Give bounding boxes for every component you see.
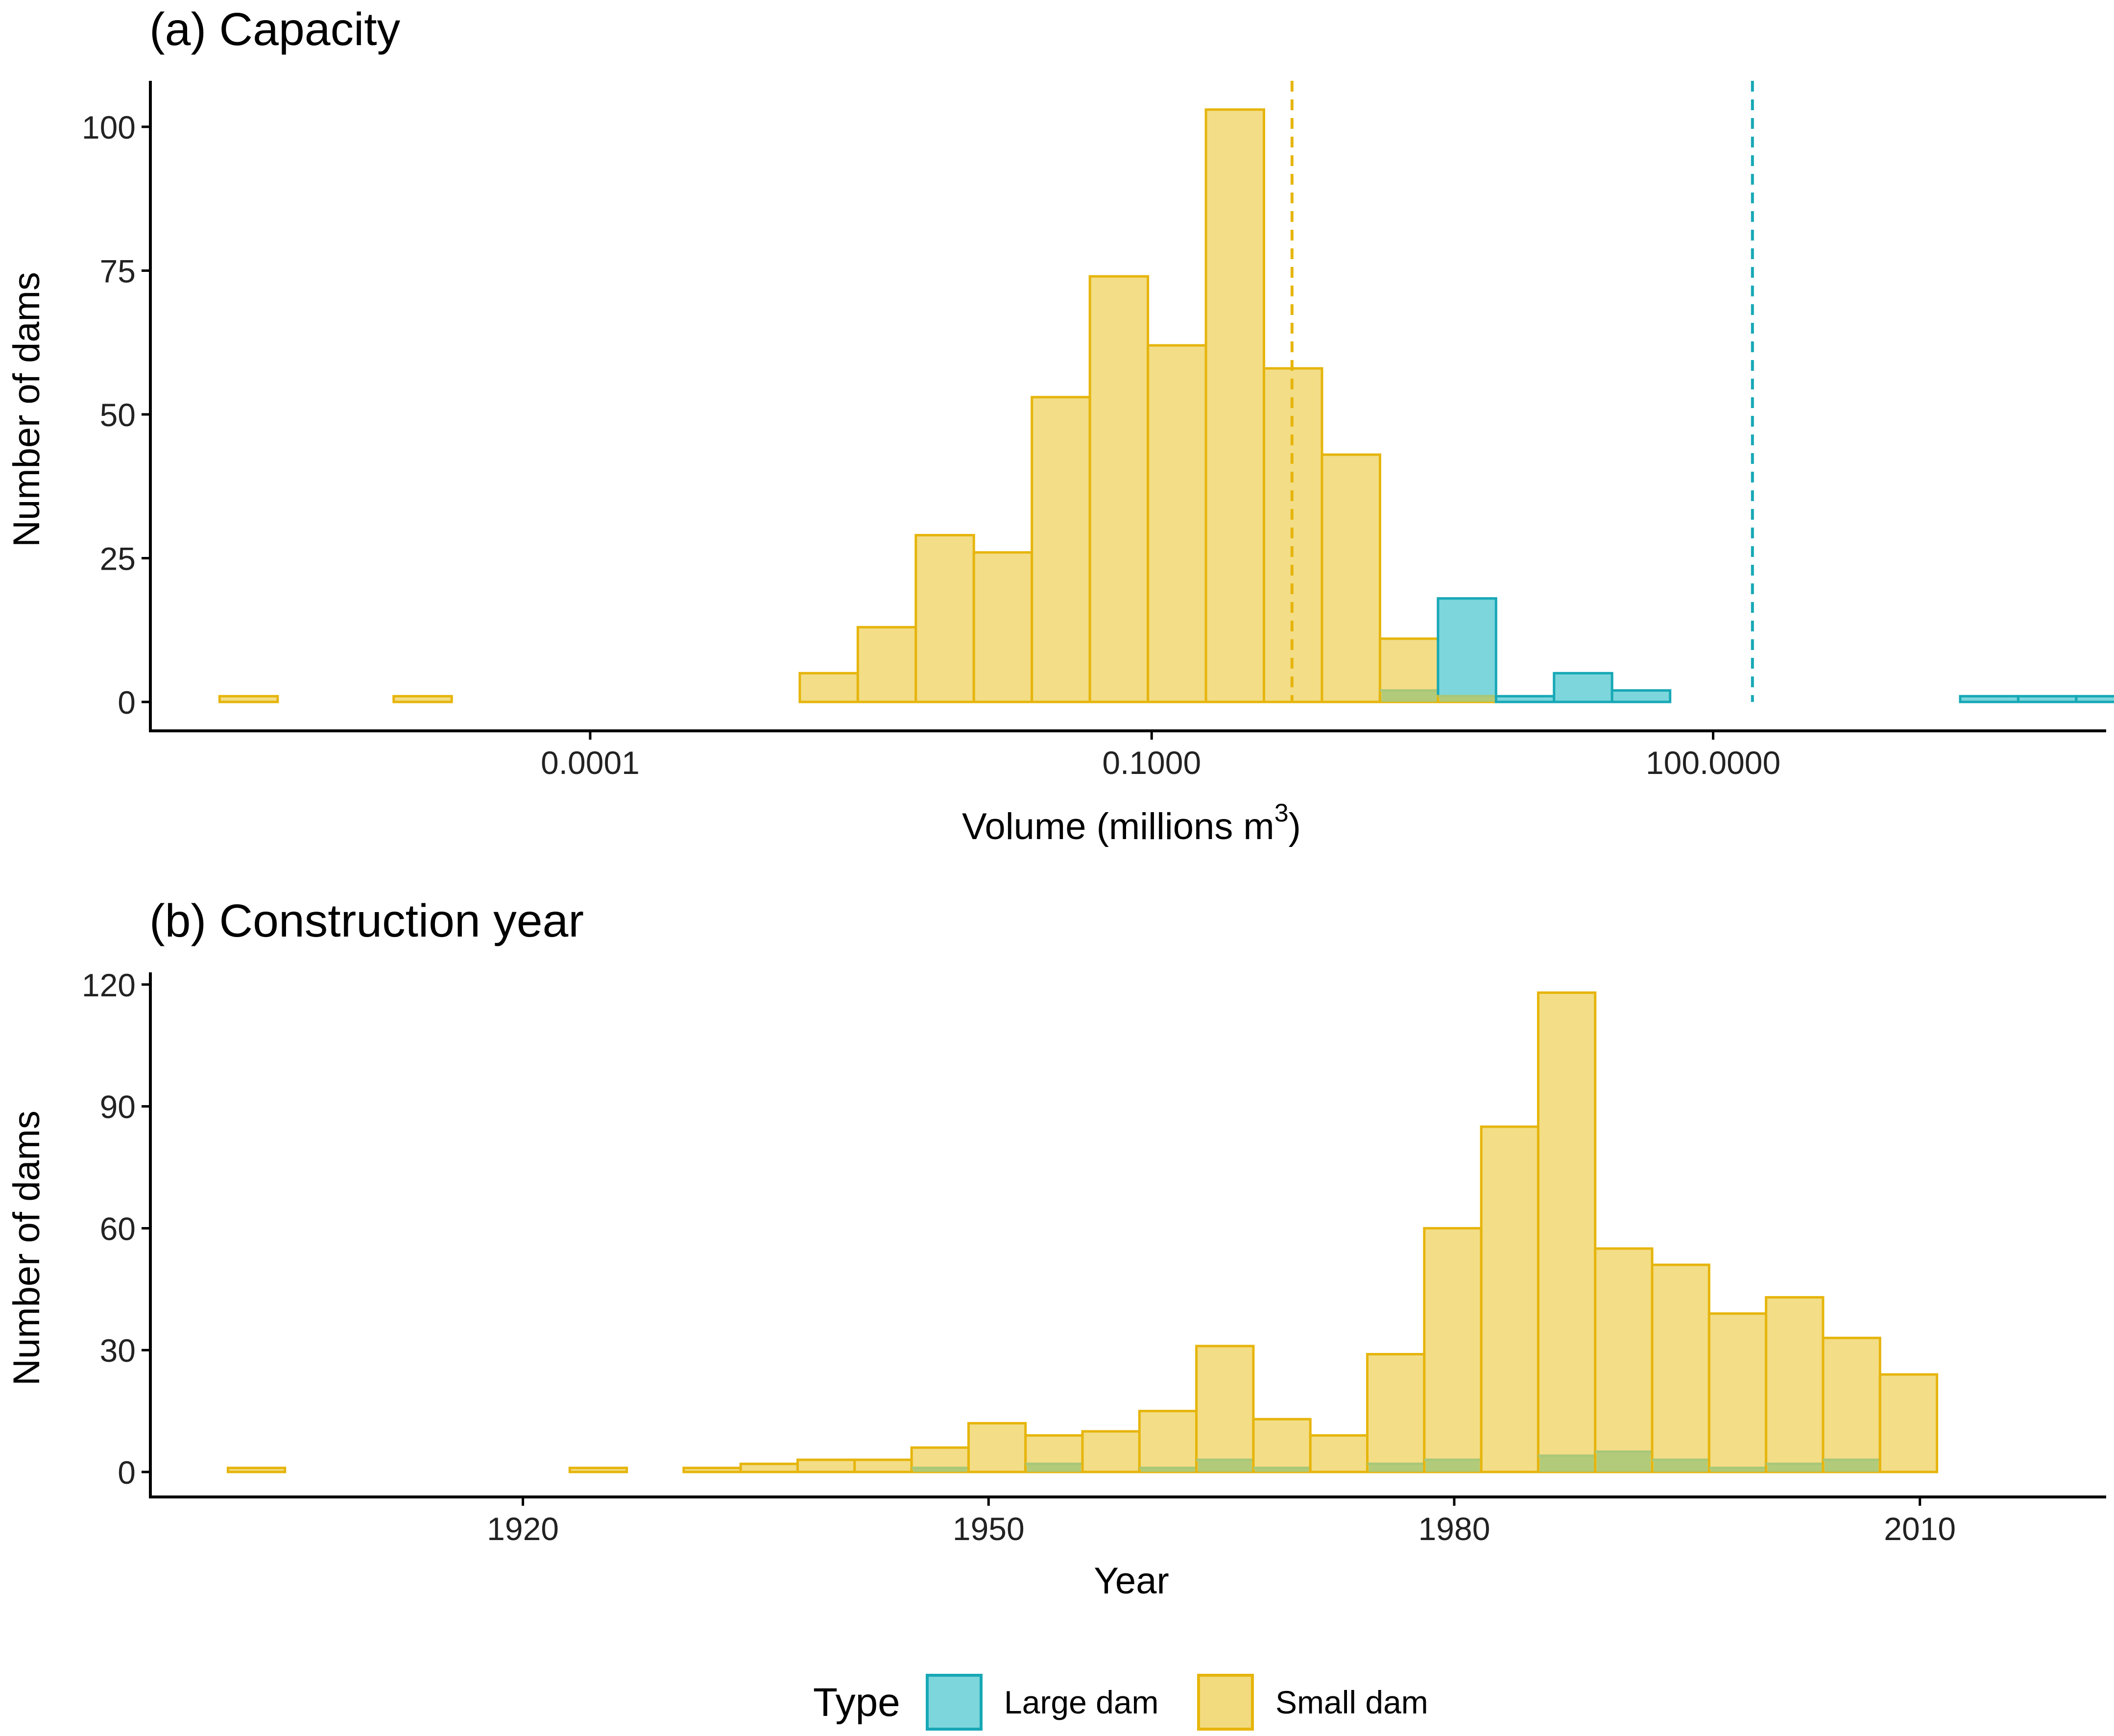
legend-key-large-dam xyxy=(926,1674,983,1731)
bar-small-dam xyxy=(1195,1345,1255,1473)
bar-small-dam xyxy=(1252,1418,1312,1473)
legend-title: Type xyxy=(813,1680,900,1725)
construction-year-y-axis-label: Number of dams xyxy=(6,1110,48,1386)
bar-overlap xyxy=(1539,1455,1594,1472)
bar-large-dam xyxy=(1437,597,1497,703)
legend: Type Large dam Small dam xyxy=(813,1674,1428,1731)
y-tick-label: 50 xyxy=(100,397,136,433)
bar-small-dam xyxy=(853,1458,913,1473)
bar-small-dam xyxy=(1309,1434,1369,1473)
bar-small-dam xyxy=(1138,1410,1198,1473)
y-tick-label: 75 xyxy=(100,253,136,289)
bar-small-dam xyxy=(1707,1312,1768,1473)
bar-large-dam xyxy=(1959,695,2019,703)
bar-overlap xyxy=(913,1468,967,1472)
y-tick-label: 0 xyxy=(118,684,136,721)
bar-small-dam xyxy=(568,1467,628,1473)
bar-overlap xyxy=(1198,1460,1252,1472)
bar-small-dam xyxy=(1765,1296,1825,1473)
bar-small-dam xyxy=(914,534,975,703)
construction-year-ticks: 0 30 60 90 120 1920 1950 1980 2010 xyxy=(82,967,1956,1547)
bar-small-dam xyxy=(798,672,859,703)
bar-small-dam xyxy=(1594,1247,1654,1473)
bar-large-dam xyxy=(1553,672,1613,703)
y-tick-label: 0 xyxy=(118,1454,136,1491)
construction-year-bars xyxy=(226,991,1939,1473)
y-tick-label: 25 xyxy=(100,540,136,577)
bar-small-dam xyxy=(796,1458,856,1473)
construction-year-title: (b) Construction year xyxy=(149,895,584,947)
capacity-x-axis-label: Volume (millions m3) xyxy=(962,799,1301,847)
bar-overlap xyxy=(1439,696,1495,702)
bar-small-dam xyxy=(972,551,1033,703)
x-tick-label: 1920 xyxy=(487,1511,559,1547)
x-tick-label: 100.0000 xyxy=(1646,745,1780,781)
bar-small-dam xyxy=(392,695,453,703)
capacity-y-axis-label: Number of dams xyxy=(6,272,48,547)
bar-small-dam xyxy=(1480,1125,1539,1473)
bar-small-dam xyxy=(1651,1263,1710,1473)
bar-large-dam xyxy=(1610,689,1672,703)
capacity-panel: (a) Capacity Number of dams Volume (mill… xyxy=(6,3,2114,847)
capacity-median-lines xyxy=(1290,81,1754,702)
bar-small-dam xyxy=(1088,275,1150,703)
y-tick-label: 60 xyxy=(100,1210,136,1247)
x-tick-label: 1950 xyxy=(953,1511,1025,1547)
construction-year-x-axis-label: Year xyxy=(1094,1560,1169,1602)
x-tick-label: 1980 xyxy=(1418,1511,1490,1547)
bar-overlap xyxy=(1254,1468,1309,1472)
bar-small-dam xyxy=(739,1462,799,1473)
bar-small-dam xyxy=(226,1467,287,1473)
bar-overlap xyxy=(1710,1468,1765,1472)
bar-small-dam xyxy=(1204,108,1266,703)
bar-large-dam xyxy=(2075,695,2114,703)
x-tick-label: 2010 xyxy=(1884,1511,1956,1547)
bar-overlap xyxy=(1654,1460,1708,1472)
bar-large-dam xyxy=(1494,695,1556,703)
bar-small-dam xyxy=(1878,1373,1939,1473)
capacity-bars xyxy=(218,108,2114,703)
y-tick-label: 30 xyxy=(100,1332,136,1369)
bar-small-dam xyxy=(967,1422,1027,1473)
bar-overlap xyxy=(1369,1464,1423,1472)
bar-small-dam xyxy=(682,1467,742,1473)
bar-small-dam xyxy=(1537,991,1597,1473)
legend-key-small-dam xyxy=(1197,1674,1254,1731)
bar-small-dam xyxy=(1822,1336,1881,1473)
capacity-ticks: 0 25 50 75 100 0.0001 0.1000 100.0000 xyxy=(82,109,1780,781)
bar-overlap xyxy=(1381,690,1437,702)
bar-small-dam xyxy=(856,626,917,703)
capacity-title: (a) Capacity xyxy=(149,3,401,55)
y-tick-label: 100 xyxy=(82,109,136,145)
bar-large-dam xyxy=(2017,695,2078,703)
bar-overlap xyxy=(1767,1464,1822,1472)
bar-small-dam xyxy=(1081,1430,1141,1473)
bar-overlap xyxy=(1141,1468,1195,1472)
legend-label-small-dam: Small dam xyxy=(1275,1684,1428,1720)
bar-overlap xyxy=(1824,1460,1879,1472)
y-tick-label: 120 xyxy=(82,967,136,1003)
x-tick-label: 0.1000 xyxy=(1102,745,1201,781)
construction-year-panel: (b) Construction year Number of dams Yea… xyxy=(6,895,2106,1602)
bar-small-dam xyxy=(1031,396,1091,703)
bar-overlap xyxy=(1596,1451,1651,1472)
bar-overlap xyxy=(1425,1460,1480,1472)
bar-small-dam xyxy=(1423,1227,1483,1473)
bar-small-dam xyxy=(218,695,279,703)
bar-small-dam xyxy=(1147,344,1207,703)
bar-overlap xyxy=(1027,1464,1081,1472)
bar-small-dam xyxy=(1366,1353,1426,1473)
legend-label-large-dam: Large dam xyxy=(1004,1684,1159,1720)
bar-small-dam xyxy=(1321,453,1381,703)
x-tick-label: 0.0001 xyxy=(541,745,640,781)
y-tick-label: 90 xyxy=(100,1089,136,1125)
